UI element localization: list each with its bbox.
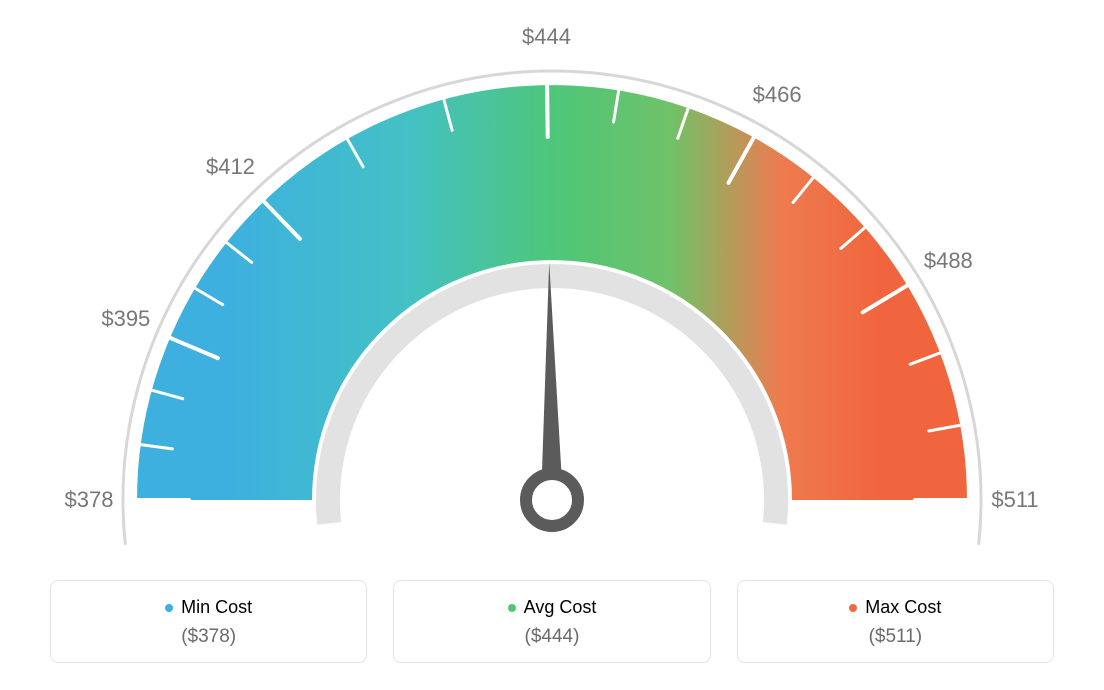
gauge-tick-label: $378 bbox=[65, 487, 114, 513]
legend-title-avg: Avg Cost bbox=[508, 597, 597, 618]
gauge-svg bbox=[0, 0, 1104, 560]
legend-label-avg: Avg Cost bbox=[524, 597, 597, 618]
legend-row: Min Cost ($378) Avg Cost ($444) Max Cost… bbox=[0, 580, 1104, 663]
legend-value-max: ($511) bbox=[738, 626, 1053, 648]
legend-label-min: Min Cost bbox=[181, 597, 252, 618]
gauge-tick-label: $412 bbox=[206, 154, 255, 180]
legend-value-avg: ($444) bbox=[394, 626, 709, 648]
gauge-chart: $378 $395 $412 $444 $466 $488 $511 bbox=[0, 0, 1104, 560]
legend-label-max: Max Cost bbox=[865, 597, 941, 618]
legend-dot-min bbox=[165, 604, 173, 612]
legend-dot-max bbox=[849, 604, 857, 612]
legend-dot-avg bbox=[508, 604, 516, 612]
legend-card-min: Min Cost ($378) bbox=[50, 580, 367, 663]
gauge-tick-label: $444 bbox=[522, 24, 571, 50]
legend-card-avg: Avg Cost ($444) bbox=[393, 580, 710, 663]
legend-title-min: Min Cost bbox=[165, 597, 252, 618]
gauge-tick-label: $395 bbox=[101, 306, 150, 332]
gauge-tick-label: $466 bbox=[753, 82, 802, 108]
legend-card-max: Max Cost ($511) bbox=[737, 580, 1054, 663]
gauge-tick-label: $511 bbox=[991, 487, 1038, 513]
legend-value-min: ($378) bbox=[51, 626, 366, 648]
legend-title-max: Max Cost bbox=[849, 597, 941, 618]
gauge-tick-label: $488 bbox=[924, 248, 973, 274]
